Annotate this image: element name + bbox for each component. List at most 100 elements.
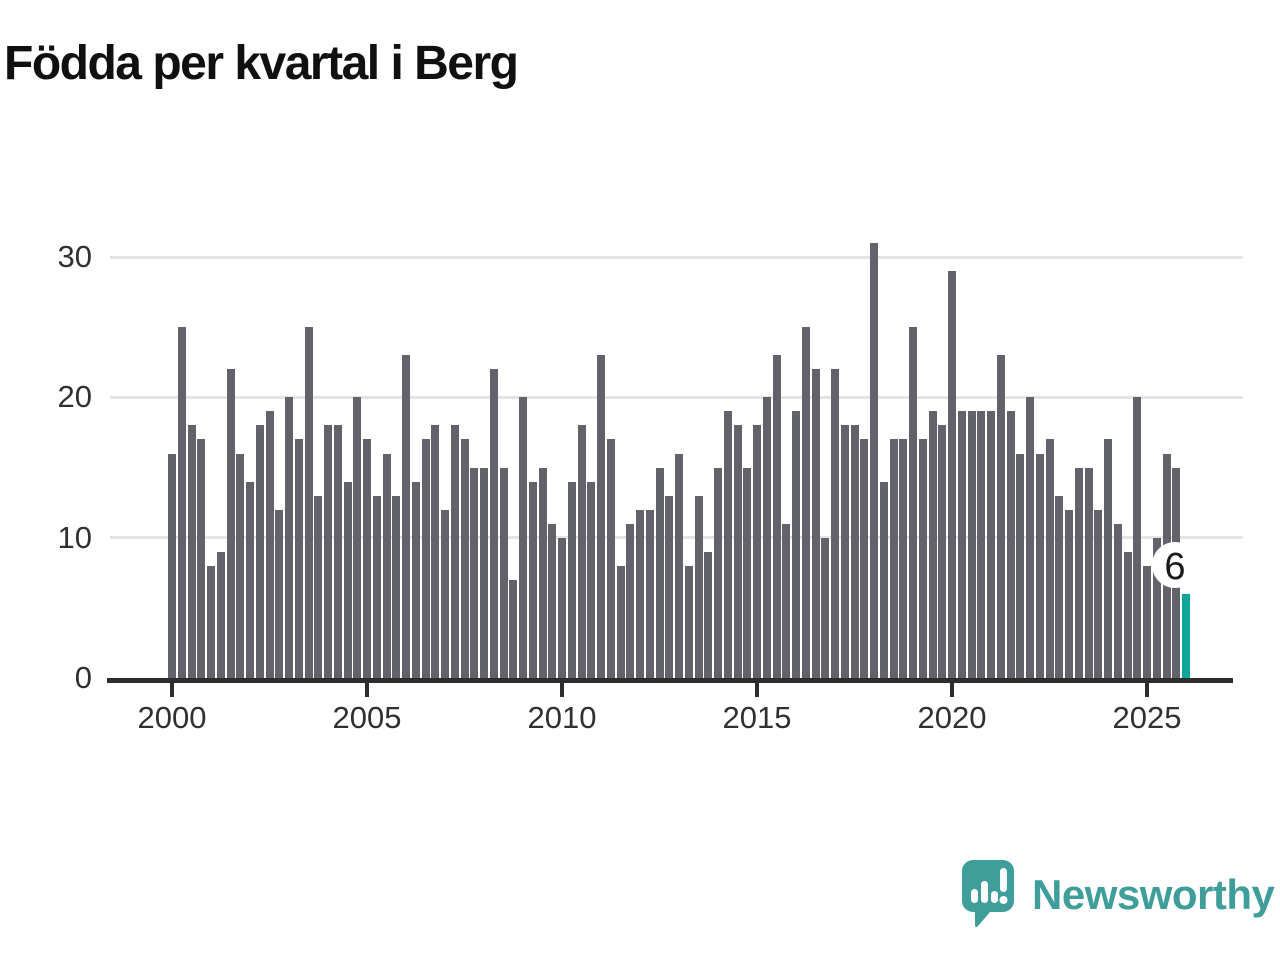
bar — [675, 453, 683, 678]
bar — [1094, 509, 1103, 678]
bar — [967, 411, 976, 678]
bar — [1104, 439, 1112, 678]
x-axis-line — [107, 678, 1233, 683]
bar — [850, 425, 859, 678]
bar — [1133, 397, 1142, 678]
bar — [1065, 509, 1073, 678]
bar — [811, 369, 820, 678]
newsworthy-logo[interactable]: Newsworthy — [960, 858, 1275, 932]
bar — [411, 481, 420, 678]
bar — [860, 439, 869, 678]
bar — [762, 397, 771, 678]
bar — [382, 453, 391, 678]
bar — [421, 439, 430, 678]
bar — [1026, 397, 1034, 678]
bar — [1152, 537, 1161, 678]
bar — [207, 565, 215, 678]
bar — [168, 453, 176, 678]
bar — [636, 509, 644, 678]
x-tick-label-2000: 2000 — [137, 700, 207, 735]
bar — [987, 411, 995, 678]
bar — [821, 537, 830, 678]
bar — [743, 467, 752, 678]
bar — [948, 271, 956, 678]
bar — [372, 495, 381, 678]
bar — [753, 425, 761, 678]
bar — [626, 523, 635, 678]
bar — [470, 467, 479, 678]
highlight-value-label: 6 — [1164, 545, 1186, 588]
bar — [870, 243, 878, 678]
bar — [285, 397, 293, 678]
bar — [684, 565, 693, 678]
bar — [899, 439, 908, 678]
newsworthy-logo-icon — [962, 860, 1014, 928]
bar — [616, 565, 625, 678]
bar — [879, 481, 888, 678]
bar — [587, 481, 596, 678]
bar — [772, 355, 781, 678]
bar — [567, 481, 576, 678]
bar — [187, 425, 196, 678]
x-tick-2025 — [1145, 683, 1149, 697]
bar — [255, 425, 264, 678]
y-tick-label-10: 10 — [57, 519, 92, 555]
gridline-20 — [110, 395, 1243, 399]
bar — [938, 425, 947, 678]
highlighted-bar — [1182, 593, 1190, 678]
bar — [177, 327, 186, 678]
bar — [499, 467, 508, 678]
bar — [538, 467, 547, 678]
bar — [655, 467, 664, 678]
gridline-30 — [110, 255, 1243, 259]
bar — [236, 453, 245, 678]
newsworthy-logo-text: Newsworthy — [1032, 871, 1275, 918]
bar — [528, 481, 537, 678]
bar — [1045, 439, 1054, 678]
y-tick-label-0: 0 — [74, 660, 92, 695]
bar — [519, 397, 527, 678]
x-tick-label-2010: 2010 — [527, 700, 597, 735]
bar — [216, 551, 225, 678]
bar — [831, 369, 839, 678]
bar — [782, 523, 791, 678]
bar — [353, 397, 362, 678]
bar — [645, 509, 654, 678]
bar — [197, 439, 206, 678]
bar — [694, 495, 703, 678]
bar — [431, 425, 440, 678]
bar — [597, 355, 605, 678]
bar — [928, 411, 937, 678]
x-tick-2010 — [560, 683, 564, 697]
bar — [792, 411, 800, 678]
bar — [246, 481, 254, 678]
bar — [402, 355, 410, 678]
bar — [1055, 495, 1064, 678]
bar — [1113, 523, 1122, 678]
bar — [1123, 551, 1132, 678]
y-tick-label-30: 30 — [57, 239, 92, 275]
bar — [1006, 411, 1015, 678]
bar — [1074, 467, 1083, 678]
bar — [314, 495, 323, 678]
bar — [909, 327, 917, 678]
x-tick-2005 — [365, 683, 369, 697]
bar — [460, 439, 469, 678]
x-tick-2020 — [950, 683, 954, 697]
bar — [480, 467, 488, 678]
bar — [392, 495, 401, 678]
bar — [343, 481, 352, 678]
bar — [977, 411, 986, 678]
bar — [489, 369, 498, 678]
bar — [441, 509, 449, 678]
bar — [1084, 467, 1093, 678]
bar — [509, 579, 518, 678]
bar — [577, 425, 586, 678]
y-tick-label-20: 20 — [57, 379, 92, 415]
bar — [265, 411, 274, 678]
bar — [226, 369, 235, 678]
bar — [294, 439, 303, 678]
bar — [840, 425, 849, 678]
